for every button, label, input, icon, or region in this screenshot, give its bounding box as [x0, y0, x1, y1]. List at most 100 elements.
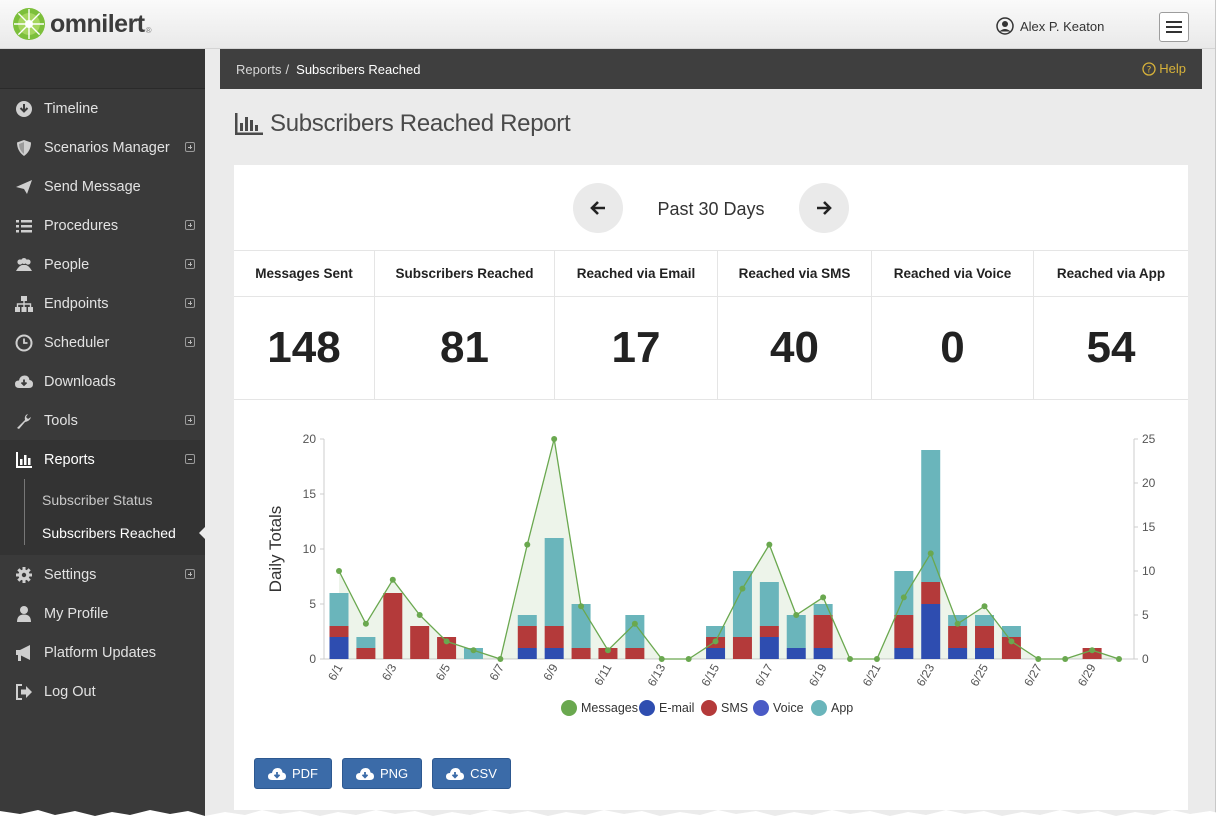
export-buttons: PDF PNG CSV [254, 758, 521, 789]
expand-icon[interactable] [185, 259, 195, 269]
arrow-left-icon [590, 201, 605, 215]
x-tick-label: 6/27 [1021, 661, 1045, 689]
collapse-icon[interactable] [185, 454, 195, 464]
previous-period-button[interactable] [573, 183, 623, 233]
sidebar-item-people[interactable]: People [0, 245, 205, 284]
legend-swatch-app [811, 700, 827, 716]
export-pdf-label: PDF [292, 766, 318, 781]
messages-point [1035, 656, 1042, 662]
legend-label-voice: Voice [773, 701, 804, 715]
logout-icon [14, 682, 34, 702]
sidebar-item-endpoints[interactable]: Endpoints [0, 284, 205, 323]
y-tick-label: 15 [303, 487, 317, 501]
bar-sms [544, 626, 564, 648]
x-tick-label: 6/1 [325, 661, 346, 683]
bar-sms [598, 648, 618, 659]
legend-swatch-voice [753, 700, 769, 716]
bar-sms [571, 648, 591, 659]
bar-app [948, 615, 968, 626]
bar-app [544, 538, 564, 626]
sidebar-item-send-message[interactable]: Send Message [0, 167, 205, 206]
messages-point [497, 656, 504, 662]
sidebar-item-label: Reports [44, 451, 95, 468]
bar-sms [410, 626, 430, 659]
messages-point [739, 585, 746, 592]
breadcrumb-bar: Reports / Subscribers Reached ? Help [220, 49, 1202, 89]
bar-sms [759, 626, 779, 637]
sidebar-item-label: Send Message [44, 178, 141, 195]
bar-sms [625, 648, 645, 659]
user-menu[interactable]: Alex P. Keaton [996, 17, 1104, 35]
stat-reached-via-voice: Reached via Voice 0 [872, 251, 1034, 399]
help-link[interactable]: ? Help [1142, 61, 1186, 76]
hamburger-icon [1166, 21, 1182, 33]
period-label: Past 30 Days [657, 199, 765, 219]
sidebar-nav: Timeline Scenarios Manager Send Message Pro… [0, 89, 206, 711]
messages-point [470, 647, 477, 654]
sidebar-item-my-profile[interactable]: My Profile [0, 594, 205, 633]
clock-icon [14, 333, 34, 353]
bar-sms [921, 582, 941, 604]
bar-sms [383, 593, 403, 659]
x-tick-label: 6/11 [591, 661, 615, 688]
x-tick-label: 6/25 [967, 661, 991, 689]
hamburger-menu-button[interactable] [1159, 12, 1189, 42]
sidebar-item-procedures[interactable]: Procedures [0, 206, 205, 245]
messages-point [389, 576, 396, 583]
sidebar-item-log-out[interactable]: Log Out [0, 672, 205, 711]
bar-email [544, 648, 564, 659]
sidebar-item-scenarios-manager[interactable]: Scenarios Manager [0, 128, 205, 167]
gear-icon [14, 565, 34, 585]
sidebar-item-settings[interactable]: Settings [0, 555, 205, 594]
bar-sms [813, 615, 833, 648]
y-tick-label: 10 [303, 542, 317, 556]
y2-tick-label: 20 [1142, 476, 1156, 490]
sidebar-item-reports[interactable]: Reports [0, 440, 205, 479]
arrow-right-icon [817, 201, 832, 215]
user-icon [14, 604, 34, 624]
bar-app [329, 593, 349, 626]
messages-point [873, 656, 880, 662]
bar-email [786, 648, 806, 659]
sidebar-item-tools[interactable]: Tools [0, 401, 205, 440]
send-icon [14, 177, 34, 197]
bar-app [921, 450, 941, 582]
sidebar-item-downloads[interactable]: Downloads [0, 362, 205, 401]
export-pdf-button[interactable]: PDF [254, 758, 332, 789]
list-icon [14, 216, 34, 236]
messages-line [338, 438, 1120, 660]
expand-icon[interactable] [185, 142, 195, 152]
legend-label-sms: SMS [721, 701, 748, 715]
stat-label: Messages Sent [234, 251, 374, 297]
breadcrumb-reports-link[interactable]: Reports [236, 61, 282, 77]
page-title-text: Subscribers Reached Report [270, 110, 571, 137]
omnilert-logo[interactable]: omnilert ® [12, 7, 152, 41]
export-csv-button[interactable]: CSV [432, 758, 511, 789]
subnav-item-subscriber-status[interactable]: Subscriber Status [42, 491, 153, 508]
bar-sms [517, 626, 537, 648]
stat-value: 54 [1086, 323, 1136, 372]
messages-point [1008, 638, 1015, 645]
sidebar-item-label: Scenarios Manager [44, 139, 170, 156]
expand-icon[interactable] [185, 415, 195, 425]
legend-swatch-messages [561, 700, 577, 716]
sidebar-item-platform-updates[interactable]: Platform Updates [0, 633, 205, 672]
sidebar-item-scheduler[interactable]: Scheduler [0, 323, 205, 362]
y-axis-title: Daily Totals [266, 506, 285, 593]
sidebar-item-timeline[interactable]: Timeline [0, 89, 205, 128]
cloud-download-icon [14, 372, 34, 392]
bar-sms [356, 648, 376, 659]
next-period-button[interactable] [799, 183, 849, 233]
messages-point [658, 656, 665, 662]
export-png-button[interactable]: PNG [342, 758, 423, 789]
omnilert-logo-icon [13, 8, 45, 40]
expand-icon[interactable] [185, 569, 195, 579]
subnav-item-subscribers-reached[interactable]: Subscribers Reached [0, 516, 206, 549]
expand-icon[interactable] [185, 337, 195, 347]
expand-icon[interactable] [185, 298, 195, 308]
expand-icon[interactable] [185, 220, 195, 230]
bar-sms [1082, 648, 1102, 659]
bar-app [759, 582, 779, 626]
stat-value: 17 [611, 323, 661, 372]
stat-reached-via-app: Reached via App 54 [1034, 251, 1188, 399]
